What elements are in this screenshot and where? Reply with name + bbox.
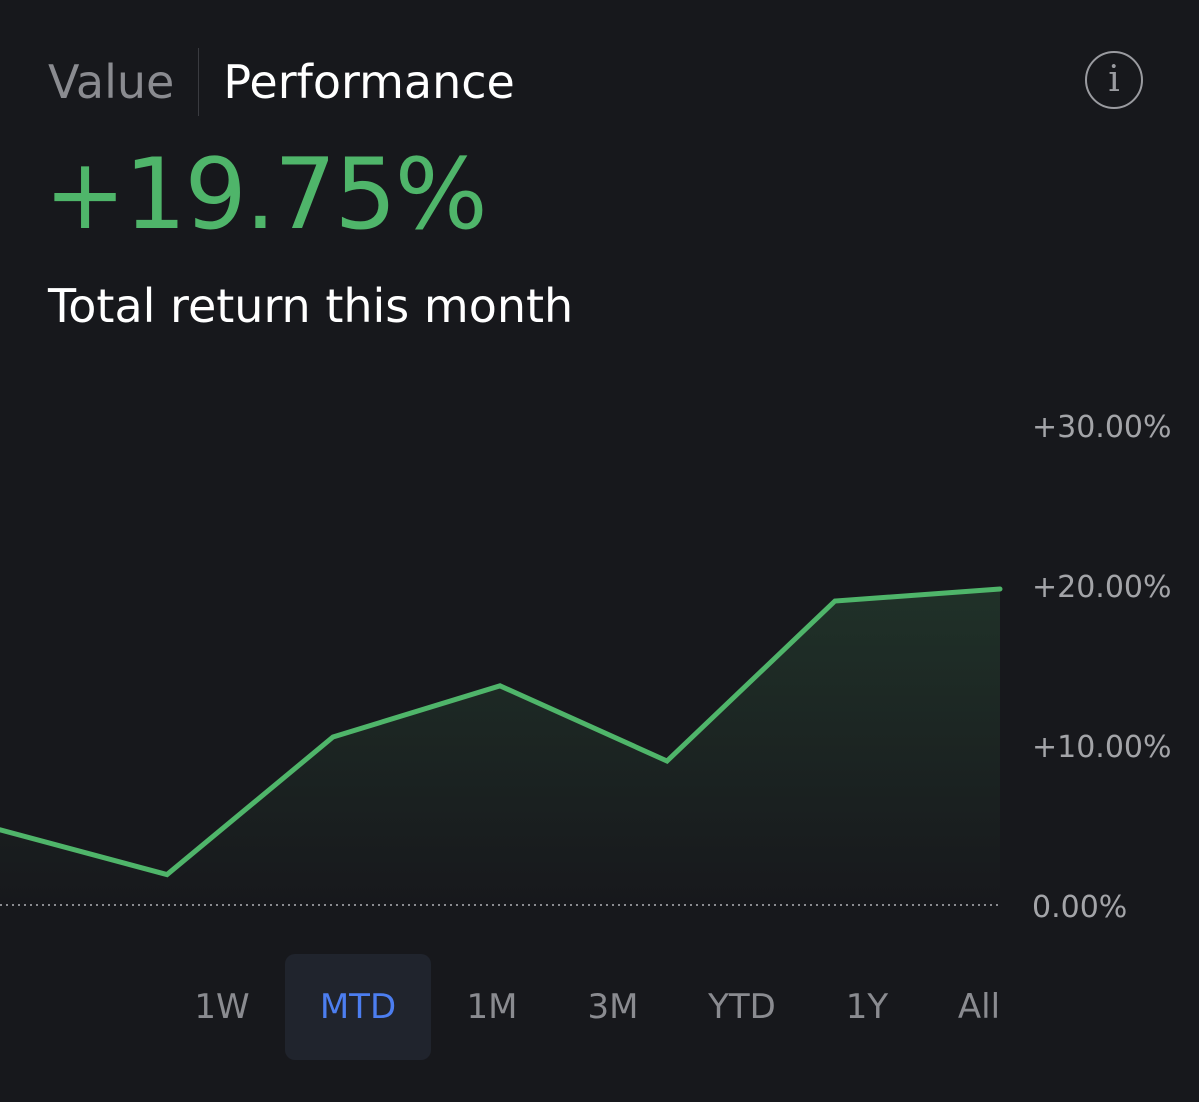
- y-tick-label: 0.00%: [1032, 890, 1127, 925]
- tab-performance[interactable]: Performance: [223, 55, 515, 109]
- y-tick-label: +30.00%: [1032, 410, 1172, 445]
- series-area: [0, 589, 1000, 905]
- info-glyph: i: [1108, 59, 1120, 100]
- view-tabs: Value Performance: [48, 48, 515, 116]
- range-1m[interactable]: 1M: [466, 987, 518, 1027]
- range-mtd[interactable]: MTD: [285, 954, 431, 1060]
- y-tick-label: +10.00%: [1032, 730, 1172, 765]
- total-return-label: Total return this month: [48, 279, 574, 333]
- range-1y[interactable]: 1Y: [845, 987, 889, 1027]
- info-icon[interactable]: i: [1085, 51, 1143, 109]
- y-tick-label: +20.00%: [1032, 570, 1172, 605]
- range-ytd[interactable]: YTD: [708, 987, 776, 1027]
- range-3m[interactable]: 3M: [587, 987, 639, 1027]
- range-1w[interactable]: 1W: [194, 987, 250, 1027]
- range-all[interactable]: All: [957, 987, 1001, 1027]
- tab-divider: [198, 48, 200, 116]
- performance-chart: +30.00% +20.00% +10.00% 0.00%: [0, 410, 1172, 925]
- time-range-selector: 1W MTD 1M 3M YTD 1Y All: [0, 954, 1199, 1060]
- tab-value[interactable]: Value: [48, 55, 175, 109]
- total-return-value: +19.75%: [44, 138, 488, 252]
